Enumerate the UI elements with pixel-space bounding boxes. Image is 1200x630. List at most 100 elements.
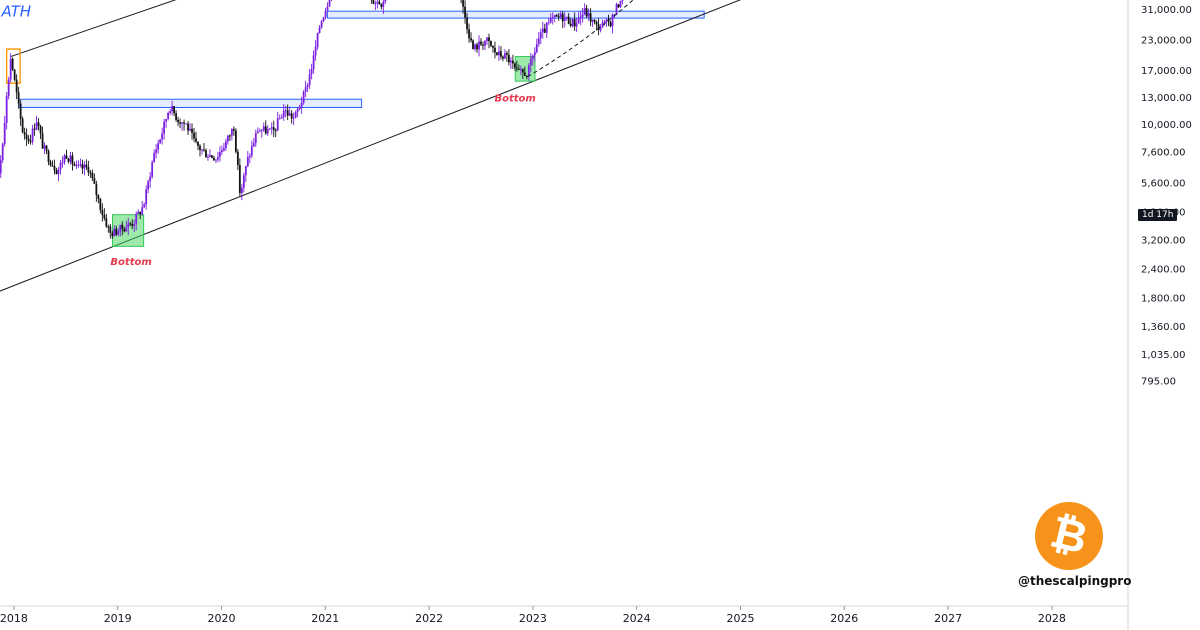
candle-body [274, 129, 277, 131]
candle-body [79, 164, 82, 166]
candle-body [296, 108, 299, 112]
candle [1, 142, 4, 163]
x-tick-label: 2020 [208, 612, 236, 625]
candle [545, 21, 548, 38]
candle-body [250, 146, 253, 156]
candle-body [35, 122, 38, 130]
candle-body [65, 155, 68, 159]
x-tick-label: 2024 [623, 612, 651, 625]
candle-body [57, 169, 60, 174]
y-tick-label: 10,000.00 [1141, 120, 1192, 131]
candle [201, 148, 203, 155]
candle [525, 75, 528, 80]
candle-body [523, 72, 526, 76]
candle-body [244, 166, 247, 176]
candle-body [312, 55, 315, 70]
candle-body [482, 44, 484, 46]
candle-body [191, 128, 193, 133]
candle-body [203, 149, 205, 151]
candle-body [21, 118, 24, 133]
candle-body [599, 27, 602, 31]
candle [163, 118, 166, 140]
candle-body [543, 28, 546, 33]
candle [161, 127, 164, 145]
candle [478, 35, 480, 57]
y-tick-label: 2,400.00 [1141, 264, 1186, 275]
candle-body [268, 128, 271, 130]
candle-body [549, 18, 552, 23]
candle-body [324, 10, 327, 18]
candle-body [619, 0, 622, 8]
candle [43, 142, 46, 155]
candle-body [372, 0, 375, 4]
candle-body [139, 211, 142, 215]
candle [484, 39, 486, 51]
candle [573, 12, 576, 32]
candle [250, 140, 253, 159]
candle [500, 46, 502, 60]
candle-body [478, 41, 480, 50]
candle-body [581, 14, 584, 17]
candle-body [615, 4, 618, 15]
candle-body [260, 130, 263, 132]
candle-body [290, 113, 293, 119]
candle [15, 74, 18, 100]
candle-body [147, 181, 150, 190]
candle [155, 144, 158, 159]
candle-body [105, 218, 108, 227]
candle [264, 120, 267, 135]
candle-body [278, 118, 281, 120]
candle [69, 151, 72, 165]
growth-curve [527, 0, 634, 78]
candle-body [61, 162, 64, 164]
candle-body [93, 178, 96, 184]
y-tick-label: 5,600.00 [1141, 179, 1186, 190]
candle [226, 135, 229, 145]
candle-body [225, 141, 227, 149]
candle-body [41, 133, 44, 149]
candle-body [300, 102, 303, 108]
candle-body [7, 79, 10, 97]
support-zone-2 [326, 10, 705, 19]
candle [103, 208, 106, 221]
candle-body [472, 40, 474, 50]
candle-body [316, 32, 319, 48]
candle-body [75, 164, 78, 166]
candle [35, 115, 38, 131]
candle-body [55, 170, 58, 174]
candle [382, 0, 385, 14]
candle-body [593, 19, 596, 22]
candle-body [205, 150, 207, 158]
candle [543, 23, 546, 34]
candle-body [43, 145, 46, 149]
candle [171, 100, 173, 116]
candle-body [298, 107, 301, 109]
candle [316, 32, 319, 51]
candle-body [611, 14, 614, 27]
candle [23, 127, 26, 140]
candle-body [133, 223, 136, 226]
candle [306, 83, 309, 92]
x-tick-label: 2019 [104, 612, 132, 625]
candle-body [131, 224, 134, 226]
candle-body [376, 1, 379, 4]
candle [474, 43, 476, 52]
candle [195, 131, 197, 144]
x-tick-label: 2026 [830, 612, 858, 625]
candle [583, 3, 586, 16]
candle-body [53, 166, 56, 171]
candle-body [33, 128, 36, 130]
candle-body [466, 17, 468, 30]
candle [595, 20, 598, 31]
candle [211, 155, 213, 159]
candle [151, 160, 154, 179]
candle [33, 123, 36, 136]
candle-body [59, 162, 62, 170]
candle-body [73, 164, 76, 166]
candle-body [31, 128, 34, 142]
candle-body [63, 155, 66, 163]
candle [521, 68, 524, 80]
candle-body [109, 226, 112, 233]
candle-body [521, 69, 524, 73]
candle [87, 160, 90, 177]
